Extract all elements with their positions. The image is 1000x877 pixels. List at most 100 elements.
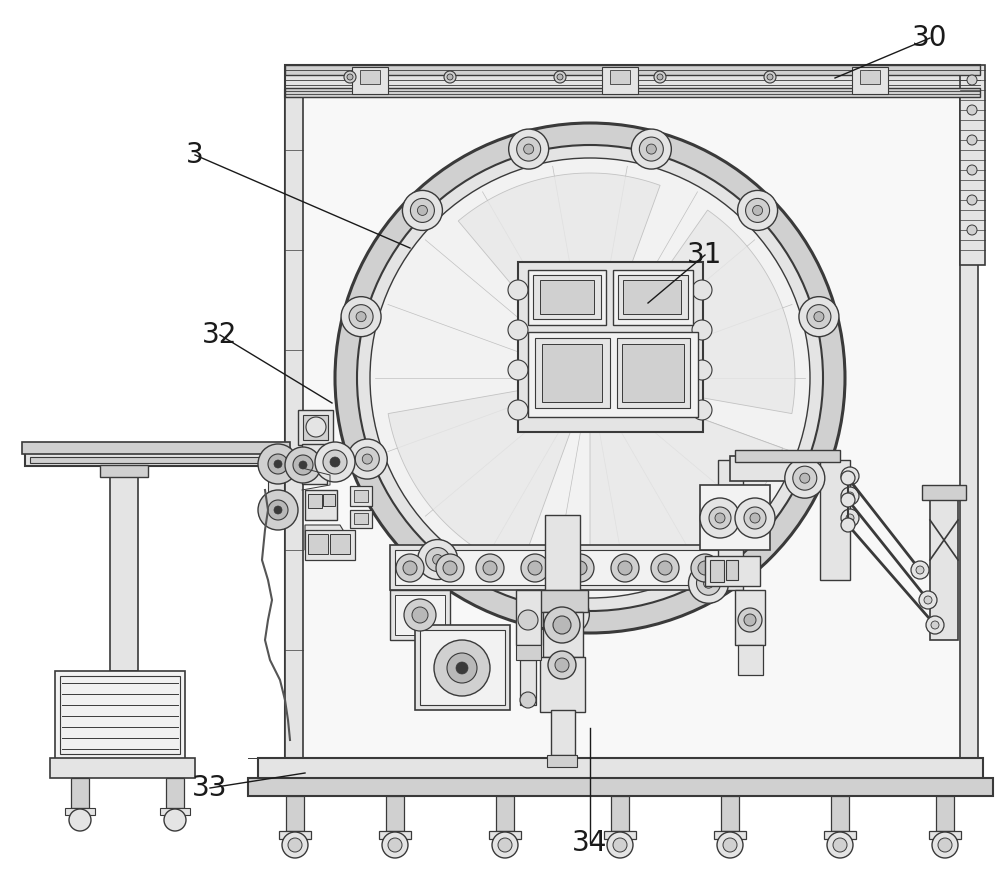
Circle shape <box>498 838 512 852</box>
Circle shape <box>744 507 766 529</box>
Bar <box>528 332 698 417</box>
Circle shape <box>356 311 366 322</box>
Circle shape <box>564 610 574 619</box>
Circle shape <box>268 500 288 520</box>
Circle shape <box>555 658 569 672</box>
Bar <box>535 338 610 408</box>
Circle shape <box>785 458 825 498</box>
Bar <box>415 625 510 710</box>
Circle shape <box>508 280 528 300</box>
Circle shape <box>258 490 298 530</box>
Bar <box>738 645 763 675</box>
Polygon shape <box>590 378 783 583</box>
Polygon shape <box>305 525 355 550</box>
Bar <box>820 460 850 580</box>
Circle shape <box>434 640 490 696</box>
Bar <box>543 612 583 657</box>
Circle shape <box>704 578 714 588</box>
Bar <box>350 486 372 506</box>
Bar <box>330 534 350 554</box>
Circle shape <box>447 653 477 683</box>
Circle shape <box>508 320 528 340</box>
Circle shape <box>330 457 340 467</box>
Circle shape <box>349 304 373 329</box>
Circle shape <box>767 74 773 80</box>
Text: 34: 34 <box>572 829 608 857</box>
Bar <box>71 778 89 808</box>
Polygon shape <box>388 378 590 571</box>
Circle shape <box>274 460 282 468</box>
Circle shape <box>444 71 456 83</box>
Circle shape <box>924 596 932 604</box>
Circle shape <box>508 360 528 380</box>
Bar <box>323 494 335 506</box>
Circle shape <box>355 447 379 471</box>
Circle shape <box>613 838 627 852</box>
Circle shape <box>750 513 760 523</box>
Bar <box>302 444 327 484</box>
Circle shape <box>404 599 436 631</box>
Bar <box>55 671 185 759</box>
Circle shape <box>654 71 666 83</box>
Bar <box>390 590 450 640</box>
Circle shape <box>932 832 958 858</box>
Circle shape <box>268 454 288 474</box>
Bar <box>545 515 580 590</box>
Circle shape <box>688 563 728 603</box>
Circle shape <box>841 509 859 527</box>
Text: 3: 3 <box>186 141 204 169</box>
Circle shape <box>347 74 353 80</box>
Bar <box>248 778 993 796</box>
Polygon shape <box>590 210 795 414</box>
Bar <box>922 485 966 500</box>
Text: 30: 30 <box>912 24 948 52</box>
Bar <box>533 275 601 319</box>
Bar <box>547 755 577 767</box>
Bar <box>831 796 849 831</box>
Circle shape <box>738 608 762 632</box>
Bar <box>496 796 514 831</box>
Bar <box>611 796 629 831</box>
Bar <box>551 710 575 755</box>
Circle shape <box>306 417 326 437</box>
Circle shape <box>764 71 776 83</box>
Bar <box>258 758 983 780</box>
Circle shape <box>524 144 534 154</box>
Circle shape <box>483 561 497 575</box>
Circle shape <box>723 838 737 852</box>
Bar <box>22 442 290 454</box>
Circle shape <box>548 651 576 679</box>
Circle shape <box>846 492 854 500</box>
Circle shape <box>735 498 775 538</box>
Bar <box>516 590 541 645</box>
Bar <box>617 338 690 408</box>
Circle shape <box>967 195 977 205</box>
Bar <box>960 90 978 770</box>
Bar <box>166 778 184 808</box>
Bar <box>395 550 720 585</box>
Circle shape <box>396 554 424 582</box>
Bar <box>936 796 954 831</box>
Circle shape <box>631 129 671 169</box>
Circle shape <box>315 442 355 482</box>
Bar <box>360 70 380 84</box>
Circle shape <box>799 296 839 337</box>
Bar <box>350 510 372 528</box>
Circle shape <box>696 571 720 595</box>
Bar <box>852 67 888 94</box>
Circle shape <box>651 554 679 582</box>
Bar <box>710 560 724 582</box>
Circle shape <box>517 137 541 161</box>
Circle shape <box>658 561 672 575</box>
Circle shape <box>544 607 580 643</box>
Circle shape <box>370 158 810 598</box>
Bar <box>730 456 840 481</box>
Bar <box>285 88 980 97</box>
Bar <box>60 676 180 754</box>
Circle shape <box>841 518 855 532</box>
Bar <box>298 410 333 445</box>
Bar <box>489 831 521 839</box>
Circle shape <box>553 616 571 634</box>
Circle shape <box>692 320 712 340</box>
Circle shape <box>938 838 952 852</box>
